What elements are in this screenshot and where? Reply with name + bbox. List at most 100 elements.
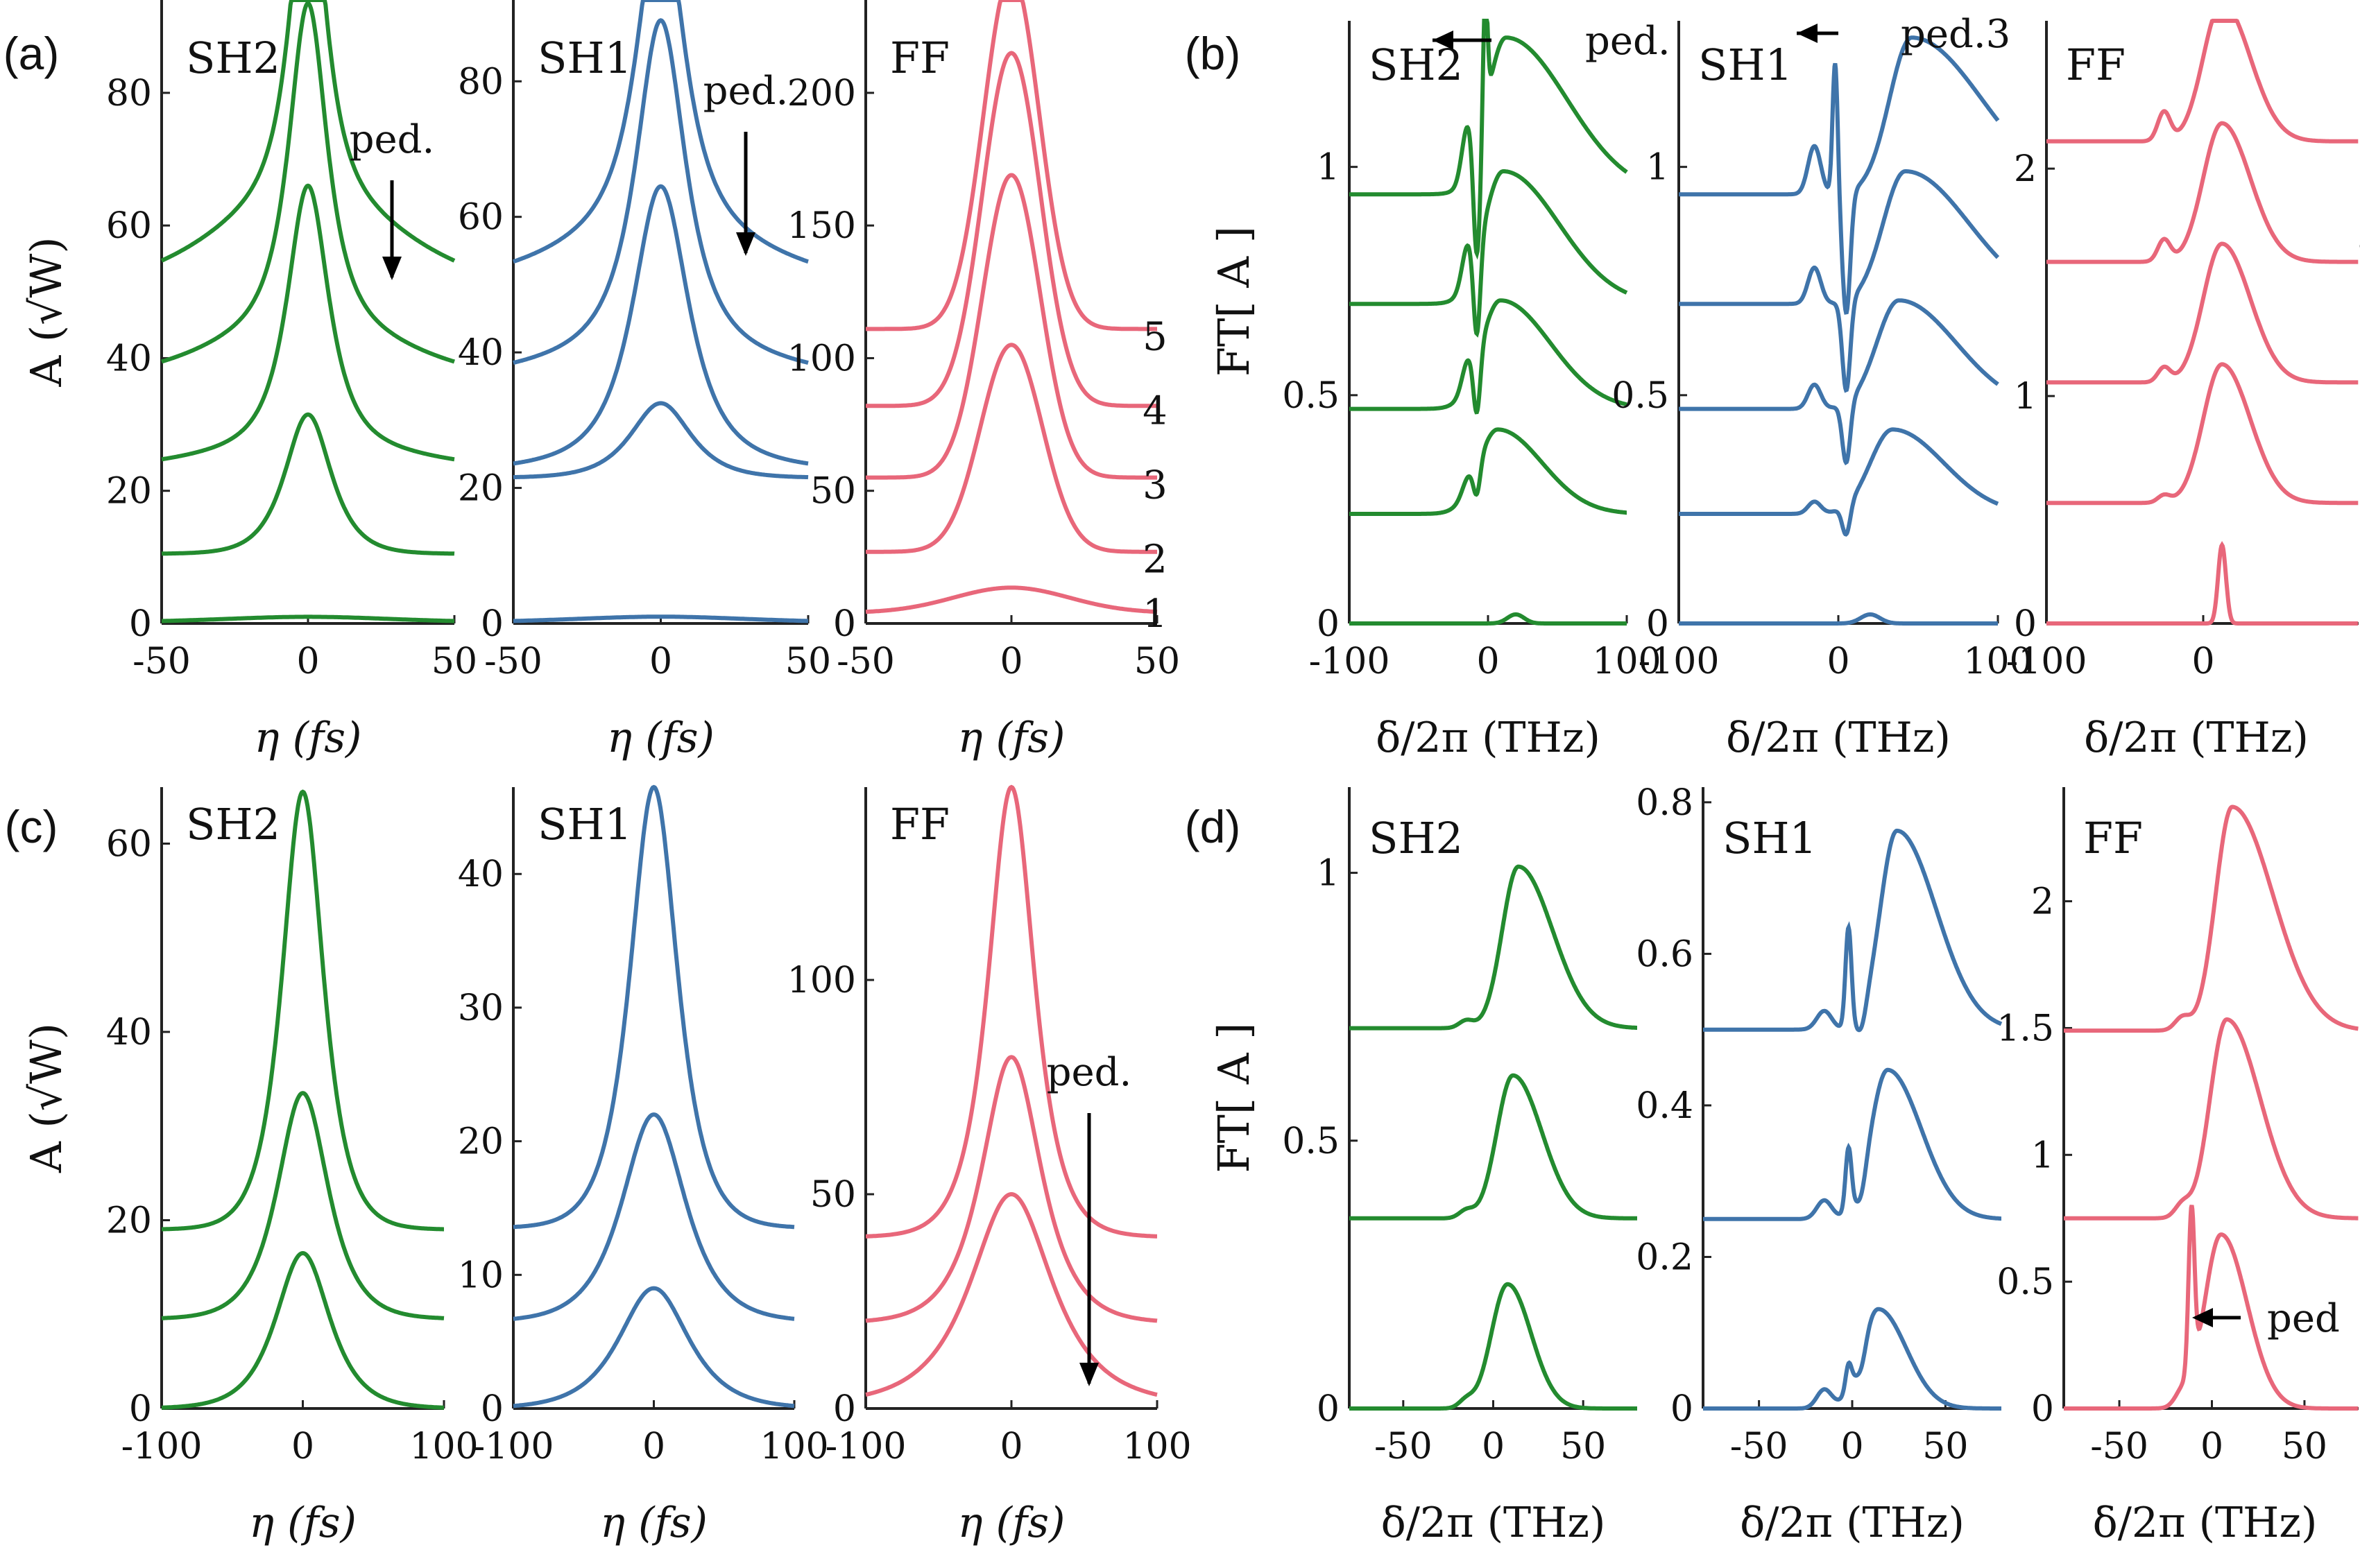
y-tick-label: 1.5 <box>1996 1008 2054 1049</box>
series-line-1 <box>865 585 1158 614</box>
series-line-2 <box>1349 427 1627 516</box>
x-tick-label: 0 <box>2200 1426 2223 1467</box>
series-line-2 <box>1703 1067 2001 1221</box>
series-line-2 <box>2046 362 2359 506</box>
y-tick-label: 20 <box>106 471 152 512</box>
x-tick-label: -50 <box>2090 1426 2148 1467</box>
y-tick-label: 0 <box>1646 603 1669 645</box>
annotation-label: ped. <box>703 69 789 114</box>
x-axis-label: δ/2π (THz) <box>1726 714 1951 762</box>
x-tick-label: -50 <box>132 641 191 682</box>
y-axis-label: A (√W) <box>21 236 71 387</box>
x-axis-label: η (fs) <box>958 714 1066 762</box>
panel-tag: (d) <box>1185 801 1241 852</box>
x-axis-label: δ/2π (THz) <box>1740 1499 1965 1547</box>
series-line-2 <box>866 343 1157 554</box>
x-tick-label: 100 <box>1122 1426 1191 1467</box>
trace-label: 1 <box>1143 592 1168 637</box>
y-tick-label: 40 <box>106 338 152 379</box>
y-tick-label: 50 <box>810 1174 856 1216</box>
y-tick-label: 0.8 <box>1636 782 1693 824</box>
x-tick-label: 50 <box>1134 641 1180 682</box>
x-tick-label: -50 <box>1730 1426 1788 1467</box>
annotation-label: ped <box>2267 1296 2340 1341</box>
series-line-3 <box>161 183 455 462</box>
series-line-5 <box>1679 35 2000 315</box>
x-axis-label: η (fs) <box>607 714 715 762</box>
series-line-4 <box>160 1 456 364</box>
x-tick-label: 0 <box>296 641 319 682</box>
x-tick-label: -50 <box>1374 1426 1433 1467</box>
arrow-head <box>382 257 402 280</box>
y-tick-label: 0.4 <box>1636 1085 1693 1127</box>
x-tick-label: 0 <box>1482 1426 1505 1467</box>
y-tick-label: 0 <box>129 603 152 645</box>
x-tick-label: 0 <box>649 641 672 682</box>
y-tick-label: 1 <box>1317 147 1340 189</box>
subplot-title: SH2 <box>1369 40 1463 90</box>
y-tick-label: 100 <box>787 960 856 1001</box>
y-tick-label: 0 <box>2014 603 2037 645</box>
trace-label: 3 <box>1143 463 1168 508</box>
series-line-3 <box>2064 804 2359 1033</box>
series-line-3 <box>1679 298 1999 465</box>
arrow-head <box>2192 1308 2213 1327</box>
series-line-3 <box>866 173 1157 480</box>
y-tick-label: 30 <box>458 988 504 1029</box>
series-line-2 <box>161 412 455 556</box>
series-line-4 <box>866 51 1157 408</box>
x-tick-label: -100 <box>826 1426 907 1467</box>
y-tick-label: 150 <box>787 205 856 247</box>
trace-label: 5 <box>1143 314 1168 359</box>
panel-tag: (b) <box>1185 28 1241 79</box>
annotation-label: ped. <box>1585 19 1670 64</box>
series-line-1 <box>2046 541 2359 626</box>
series-line-5 <box>160 0 456 263</box>
x-tick-label: -100 <box>121 1426 203 1467</box>
series-line-1 <box>513 614 808 623</box>
series-line-2 <box>865 1055 1158 1323</box>
subplot-d-FF: 0 0.5 1 1.5 2 -50 0 50 δ/2π (THz) FF ped <box>1996 787 2359 1547</box>
arrow-head <box>1079 1363 1099 1386</box>
series-line-5 <box>2046 19 2359 144</box>
y-tick-label: 200 <box>787 73 856 114</box>
x-tick-label: 0 <box>1000 1426 1023 1467</box>
panel-tag: (c) <box>5 801 58 852</box>
series-line-1 <box>1349 1282 1637 1411</box>
y-tick-label: 60 <box>458 197 504 239</box>
trace-label: 1 <box>2359 581 2360 626</box>
subplot-title: SH1 <box>1698 40 1793 90</box>
subplot-title: FF <box>2066 40 2126 90</box>
y-tick-label: 40 <box>106 1012 152 1053</box>
x-tick-label: 100 <box>1592 641 1661 682</box>
trace-label: 4 <box>1143 388 1168 433</box>
series-line-4 <box>1349 169 1628 338</box>
series-line-2 <box>513 1112 795 1321</box>
series-line-1 <box>2064 1205 2359 1411</box>
y-tick-label: 0.5 <box>1996 1261 2054 1303</box>
y-tick-label: 0 <box>833 1388 856 1430</box>
y-tick-label: 0 <box>2031 1388 2054 1430</box>
y-tick-label: 60 <box>106 205 152 247</box>
x-axis-label: η (fs) <box>249 1499 357 1547</box>
x-tick-label: 0 <box>1840 1426 1863 1467</box>
series-line-1 <box>1679 612 1998 626</box>
y-tick-label: 0.2 <box>1636 1237 1693 1278</box>
y-tick-label: 0 <box>833 603 856 645</box>
series-line-3 <box>513 184 809 466</box>
subplot-title: SH1 <box>538 799 632 850</box>
x-tick-label: 100 <box>409 1426 478 1467</box>
series-line-1 <box>1349 612 1627 626</box>
trace-label: 2 <box>1143 537 1168 583</box>
x-tick-label: 0 <box>1827 641 1849 682</box>
annotation-label: ped. <box>350 117 435 162</box>
series-line-3 <box>162 789 444 1232</box>
series-line-3 <box>513 784 795 1230</box>
subplot-title: SH2 <box>186 33 280 83</box>
subplot-b-FF: 012-100 0δ/2π (THz)FF <box>2006 19 2359 762</box>
